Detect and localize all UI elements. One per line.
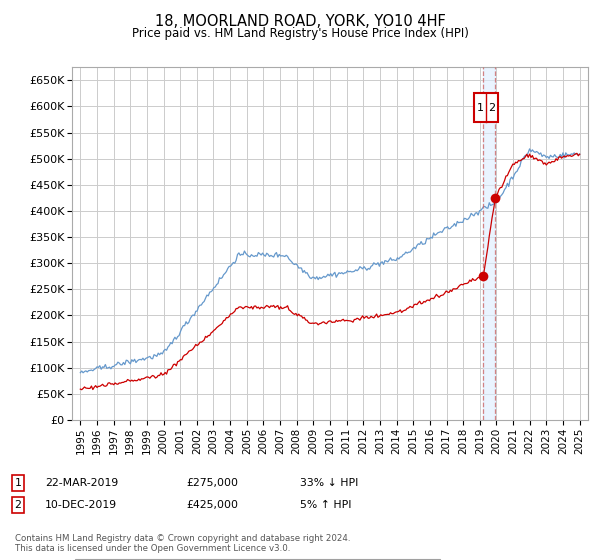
Text: 33% ↓ HPI: 33% ↓ HPI xyxy=(300,478,358,488)
Text: 2: 2 xyxy=(14,500,22,510)
Text: 1: 1 xyxy=(477,102,484,113)
Text: 1: 1 xyxy=(14,478,22,488)
Text: Contains HM Land Registry data © Crown copyright and database right 2024.
This d: Contains HM Land Registry data © Crown c… xyxy=(15,534,350,553)
Text: 18, MOORLAND ROAD, YORK, YO10 4HF: 18, MOORLAND ROAD, YORK, YO10 4HF xyxy=(155,14,445,29)
Text: 2: 2 xyxy=(488,102,496,113)
FancyBboxPatch shape xyxy=(475,94,497,122)
Text: 5% ↑ HPI: 5% ↑ HPI xyxy=(300,500,352,510)
Text: 10-DEC-2019: 10-DEC-2019 xyxy=(45,500,117,510)
Text: Price paid vs. HM Land Registry's House Price Index (HPI): Price paid vs. HM Land Registry's House … xyxy=(131,27,469,40)
Text: £425,000: £425,000 xyxy=(186,500,238,510)
Text: 22-MAR-2019: 22-MAR-2019 xyxy=(45,478,118,488)
Text: £275,000: £275,000 xyxy=(186,478,238,488)
Bar xyxy=(484,67,496,420)
